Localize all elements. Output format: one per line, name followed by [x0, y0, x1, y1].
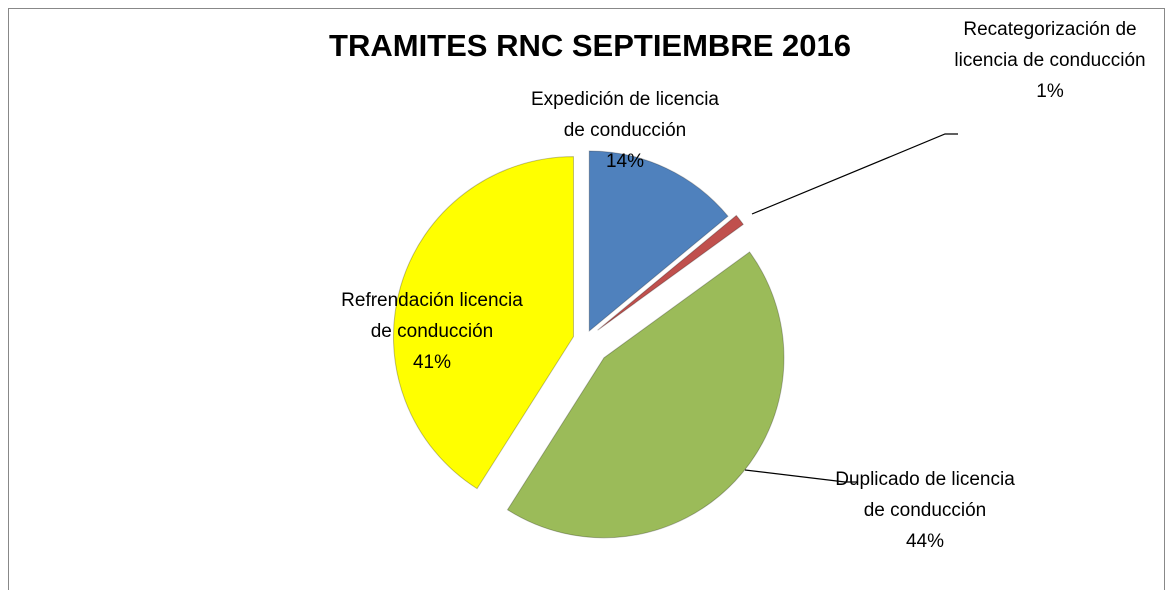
category-label: Expedición de licencia de conducción — [530, 89, 719, 141]
value-label: 1% — [1036, 81, 1064, 102]
category-label: Duplicado de licencia de conducción — [835, 469, 1015, 521]
pie-slice — [597, 214, 744, 331]
slice-label: Duplicado de licencia de conducción 44% — [830, 464, 1020, 557]
chart-title: TRAMITES RNC SEPTIEMBRE 2016 — [329, 28, 851, 63]
pie-slice — [393, 156, 574, 490]
leader-line — [744, 469, 858, 483]
pie-slice — [588, 150, 729, 333]
pie-slice — [506, 251, 785, 539]
value-label: 44% — [905, 531, 945, 552]
slice-label: Recategorización de licencia de conducci… — [950, 14, 1150, 107]
value-label: 41% — [412, 352, 452, 373]
category-label: Recategorización de licencia de conducci… — [954, 19, 1146, 71]
slice-label: Refrendación licencia de conducción 41% — [337, 285, 527, 378]
slice-label: Expedición de licencia de conducción 14% — [530, 84, 720, 177]
category-label: Refrendación licencia de conducción — [341, 290, 523, 342]
value-label: 14% — [605, 151, 645, 172]
chart-frame — [8, 8, 1165, 590]
leader-line — [751, 133, 958, 215]
